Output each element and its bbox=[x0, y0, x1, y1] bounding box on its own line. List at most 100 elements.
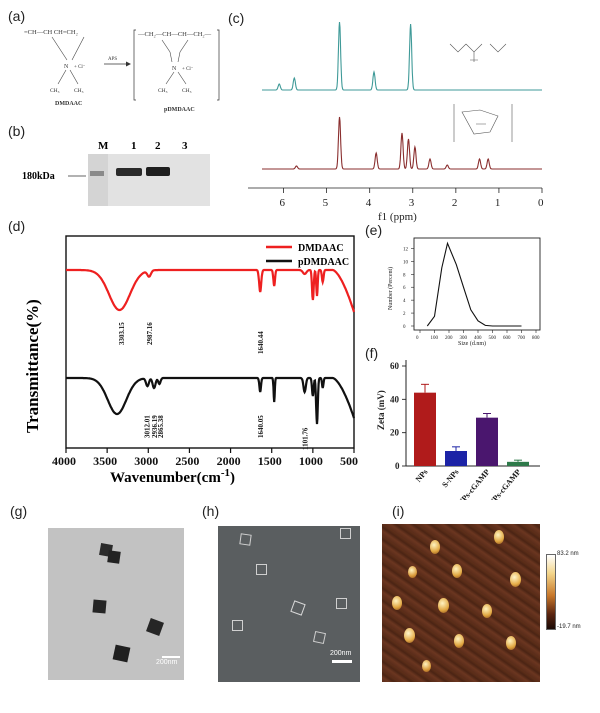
ftir-tick-label: 1500 bbox=[258, 454, 282, 468]
dls-ytick-label: 8 bbox=[403, 273, 406, 278]
zeta-ytick-label: 0 bbox=[395, 461, 400, 471]
particle bbox=[494, 530, 504, 544]
ftir-ylabel: Transmittance(%) bbox=[23, 299, 42, 433]
nmr-structure-inset-top bbox=[449, 43, 507, 62]
scale-label-h: 200nm bbox=[330, 650, 352, 657]
dls-ytick-label: 12 bbox=[403, 247, 409, 252]
zeta-ytick-label: 20 bbox=[390, 428, 400, 438]
dls-xtick-label: 200 bbox=[445, 336, 453, 341]
nmr-chart: 6 5 4 3 2 1 0 f1 (ppm) bbox=[248, 21, 544, 223]
ftir-tick-label: 1000 bbox=[299, 454, 323, 468]
dls-ytick-label: 6 bbox=[403, 286, 406, 291]
ftir-annotation-bottom: 3012.01 bbox=[144, 415, 152, 438]
particle bbox=[146, 618, 164, 636]
methyl-1: CH₃ bbox=[50, 88, 60, 94]
arrow-label: APS bbox=[108, 57, 117, 62]
nmr-spectrum-polymer bbox=[262, 116, 542, 170]
gel-lane-1: 1 bbox=[131, 140, 137, 152]
ftir-tick-label: 500 bbox=[340, 454, 358, 468]
nmr-tick-label: 0 bbox=[538, 197, 544, 209]
gel-lane-2: 2 bbox=[155, 140, 161, 152]
ftir-tick-label: 4000 bbox=[52, 454, 76, 468]
zeta-bar bbox=[414, 392, 436, 466]
particle bbox=[107, 550, 121, 564]
zeta-category-label: S-NPs bbox=[440, 468, 460, 490]
particle bbox=[482, 604, 492, 618]
nmr-tick-label: 2 bbox=[452, 197, 458, 209]
polymer-name: pDMDAAC bbox=[164, 107, 195, 113]
dls-xtick-label: 600 bbox=[503, 336, 511, 341]
ftir-annotation-bottom: 1640.05 bbox=[257, 415, 265, 438]
dls-ytick-label: 0 bbox=[403, 325, 406, 330]
svg-text:+ Cl⁻: + Cl⁻ bbox=[74, 65, 86, 70]
panel-label-b: (b) bbox=[8, 123, 26, 139]
dls-xlabel: Size (d.nm) bbox=[458, 340, 486, 347]
methyl-2: CH₃ bbox=[74, 88, 84, 94]
gel-panel: M 1 2 3 180kDa bbox=[22, 140, 210, 206]
ftir-annotation-top: 2987.16 bbox=[146, 322, 154, 345]
particle bbox=[239, 533, 252, 546]
sem-micrograph-h: 200nm bbox=[218, 526, 360, 682]
particle bbox=[232, 620, 243, 631]
nmr-xlabel: f1 (ppm) bbox=[378, 211, 417, 223]
particle bbox=[454, 634, 464, 648]
dls-series bbox=[426, 241, 522, 327]
particle bbox=[422, 660, 431, 672]
nmr-tick-label: 1 bbox=[495, 197, 501, 209]
ftir-xlabel: Wavenumber(cm-1) bbox=[110, 467, 235, 486]
particle bbox=[438, 598, 449, 613]
reaction-scheme: =CH—CH CH=CH₂ N + Cl⁻ CH₃ CH₃ DMDAAC APS… bbox=[24, 29, 220, 113]
ftir-tick-label: 3500 bbox=[93, 454, 117, 468]
dls-ytick-label: 10 bbox=[403, 260, 409, 265]
gel-lane-M: M bbox=[98, 140, 109, 152]
zeta-category-label: NPs bbox=[414, 468, 430, 484]
dls-ytick-label: 2 bbox=[403, 312, 406, 317]
ftir-annotation-bottom: 2936.19 bbox=[151, 415, 159, 438]
panel-label-h: (h) bbox=[202, 503, 220, 519]
particle bbox=[92, 599, 107, 614]
afm-scale-max: 83.2 nm bbox=[557, 551, 579, 557]
particle bbox=[256, 564, 267, 575]
particle bbox=[408, 566, 417, 578]
panel-label-a: (a) bbox=[8, 8, 26, 24]
afm-scale-min: -19.7 nm bbox=[557, 624, 581, 630]
dls-xtick-label: 300 bbox=[460, 336, 468, 341]
nmr-structure-inset-bottom bbox=[453, 104, 513, 142]
scale-bar-g bbox=[162, 656, 180, 658]
particle bbox=[112, 644, 131, 663]
panel-label-c: (c) bbox=[228, 10, 245, 26]
svg-text:N: N bbox=[172, 66, 177, 72]
nmr-tick-label: 4 bbox=[366, 197, 372, 209]
particle bbox=[340, 528, 351, 539]
dls-ytick-label: 4 bbox=[403, 299, 406, 304]
ftir-series-dmdaac bbox=[66, 268, 356, 313]
scale-label-g: 200nm bbox=[156, 659, 178, 666]
particle bbox=[312, 630, 327, 645]
monomer-formula: =CH—CH CH=CH₂ bbox=[24, 29, 78, 36]
zeta-category-label: NPs-cGAMP bbox=[456, 467, 492, 500]
dls-xtick-label: 400 bbox=[474, 336, 482, 341]
zeta-ylabel: Zeta (mV) bbox=[376, 390, 386, 430]
zeta-bar bbox=[476, 417, 498, 466]
afm-image-i bbox=[382, 524, 540, 682]
ftir-annotation-top: 3303.15 bbox=[118, 322, 126, 345]
nmr-spectrum-monomer bbox=[262, 21, 542, 91]
particle bbox=[506, 636, 516, 650]
dls-xtick-label: 700 bbox=[518, 336, 526, 341]
nmr-tick-label: 5 bbox=[323, 197, 329, 209]
ftir-tick-label: 2000 bbox=[217, 454, 241, 468]
panel-label-i: (i) bbox=[392, 503, 405, 519]
panel-label-e: (e) bbox=[365, 222, 383, 238]
nmr-tick-label: 6 bbox=[280, 197, 286, 209]
zeta-ytick-label: 40 bbox=[390, 394, 400, 404]
monomer-name: DMDAAC bbox=[55, 101, 82, 107]
particle bbox=[430, 540, 440, 554]
svg-text:+ Cl⁻: + Cl⁻ bbox=[182, 67, 194, 72]
scale-bar-h bbox=[332, 660, 352, 663]
ftir-annotation-top: 1640.44 bbox=[257, 331, 265, 354]
polymer-formula: —CH₂—CH—CH—CH₂— bbox=[137, 31, 212, 38]
nmr-trace bbox=[262, 21, 542, 91]
ftir-annotation-bottom: 1101.76 bbox=[302, 427, 310, 450]
gel-marker-label: 180kDa bbox=[22, 171, 55, 182]
